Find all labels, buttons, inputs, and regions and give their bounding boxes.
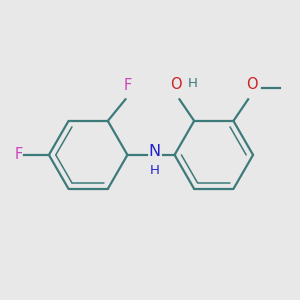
Text: F: F xyxy=(14,147,22,162)
Text: F: F xyxy=(123,78,132,93)
Text: N: N xyxy=(149,145,161,160)
Text: O: O xyxy=(246,77,258,92)
Text: H: H xyxy=(188,77,198,91)
Text: H: H xyxy=(150,164,160,177)
Text: O: O xyxy=(170,77,181,92)
